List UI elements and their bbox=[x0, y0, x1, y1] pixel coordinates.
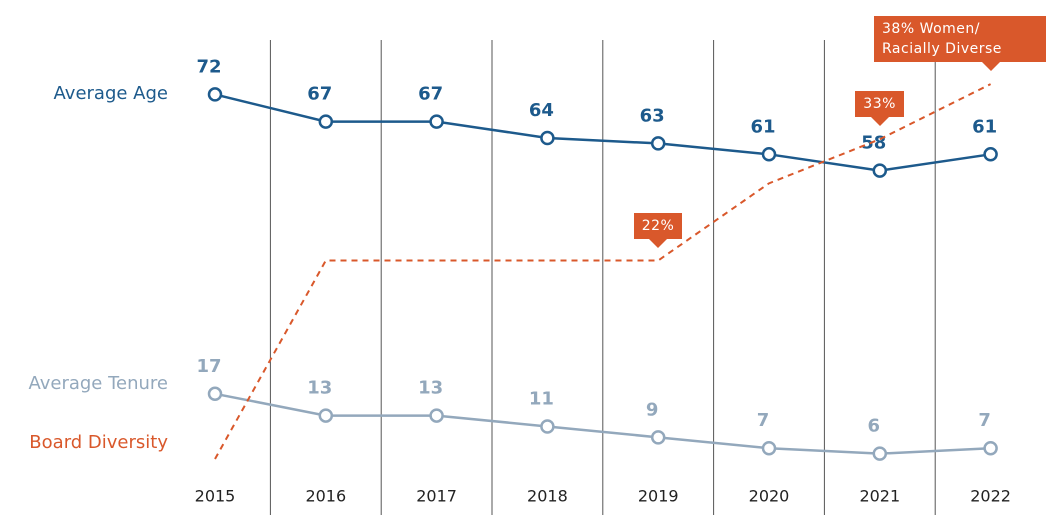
callout: 33% bbox=[855, 91, 904, 127]
series-label: Average Tenure bbox=[28, 373, 168, 394]
point bbox=[318, 114, 334, 129]
value-label: 7 bbox=[978, 410, 991, 431]
x-tick-label: 2017 bbox=[416, 487, 457, 506]
x-tick-label: 2021 bbox=[859, 487, 900, 506]
value-label: 17 bbox=[196, 356, 221, 377]
x-tick-label: 2016 bbox=[305, 487, 346, 506]
series-label: Board Diversity bbox=[29, 432, 168, 453]
point bbox=[983, 147, 998, 162]
point bbox=[540, 419, 555, 434]
value-label: 7 bbox=[757, 410, 770, 431]
series-label: Average Age bbox=[54, 83, 168, 104]
point bbox=[650, 430, 666, 445]
point bbox=[429, 114, 444, 129]
value-label: 58 bbox=[861, 133, 886, 154]
point bbox=[872, 446, 888, 461]
line bbox=[214, 83, 992, 460]
value-label: 13 bbox=[307, 378, 332, 399]
point bbox=[650, 136, 666, 151]
x-tick-label: 2022 bbox=[970, 487, 1011, 506]
value-label: 13 bbox=[418, 378, 443, 399]
x-tick-label: 2015 bbox=[195, 487, 236, 506]
line bbox=[214, 392, 991, 455]
point bbox=[207, 386, 223, 402]
value-label: 6 bbox=[868, 416, 881, 437]
x-tick-label: 2019 bbox=[638, 487, 679, 506]
line bbox=[214, 93, 991, 172]
x-tick-label: 2020 bbox=[749, 487, 790, 506]
value-label: 72 bbox=[196, 56, 221, 77]
value-label: 63 bbox=[640, 105, 665, 126]
value-label: 64 bbox=[529, 100, 554, 121]
value-label: 61 bbox=[972, 116, 997, 137]
callout: 38% Women/ Racially Diverse bbox=[874, 16, 1046, 72]
point bbox=[318, 408, 334, 423]
point bbox=[429, 408, 444, 423]
value-label: 67 bbox=[418, 84, 443, 105]
point bbox=[872, 163, 888, 178]
x-tick-label: 2018 bbox=[527, 487, 568, 506]
value-label: 61 bbox=[750, 116, 775, 137]
point bbox=[207, 87, 223, 102]
callout: 22% bbox=[633, 212, 683, 248]
value-label: 11 bbox=[529, 388, 554, 409]
point bbox=[761, 147, 777, 162]
value-label: 9 bbox=[646, 399, 659, 420]
value-label: 67 bbox=[307, 84, 332, 105]
point bbox=[983, 440, 998, 456]
point bbox=[540, 130, 555, 146]
point bbox=[761, 440, 777, 456]
